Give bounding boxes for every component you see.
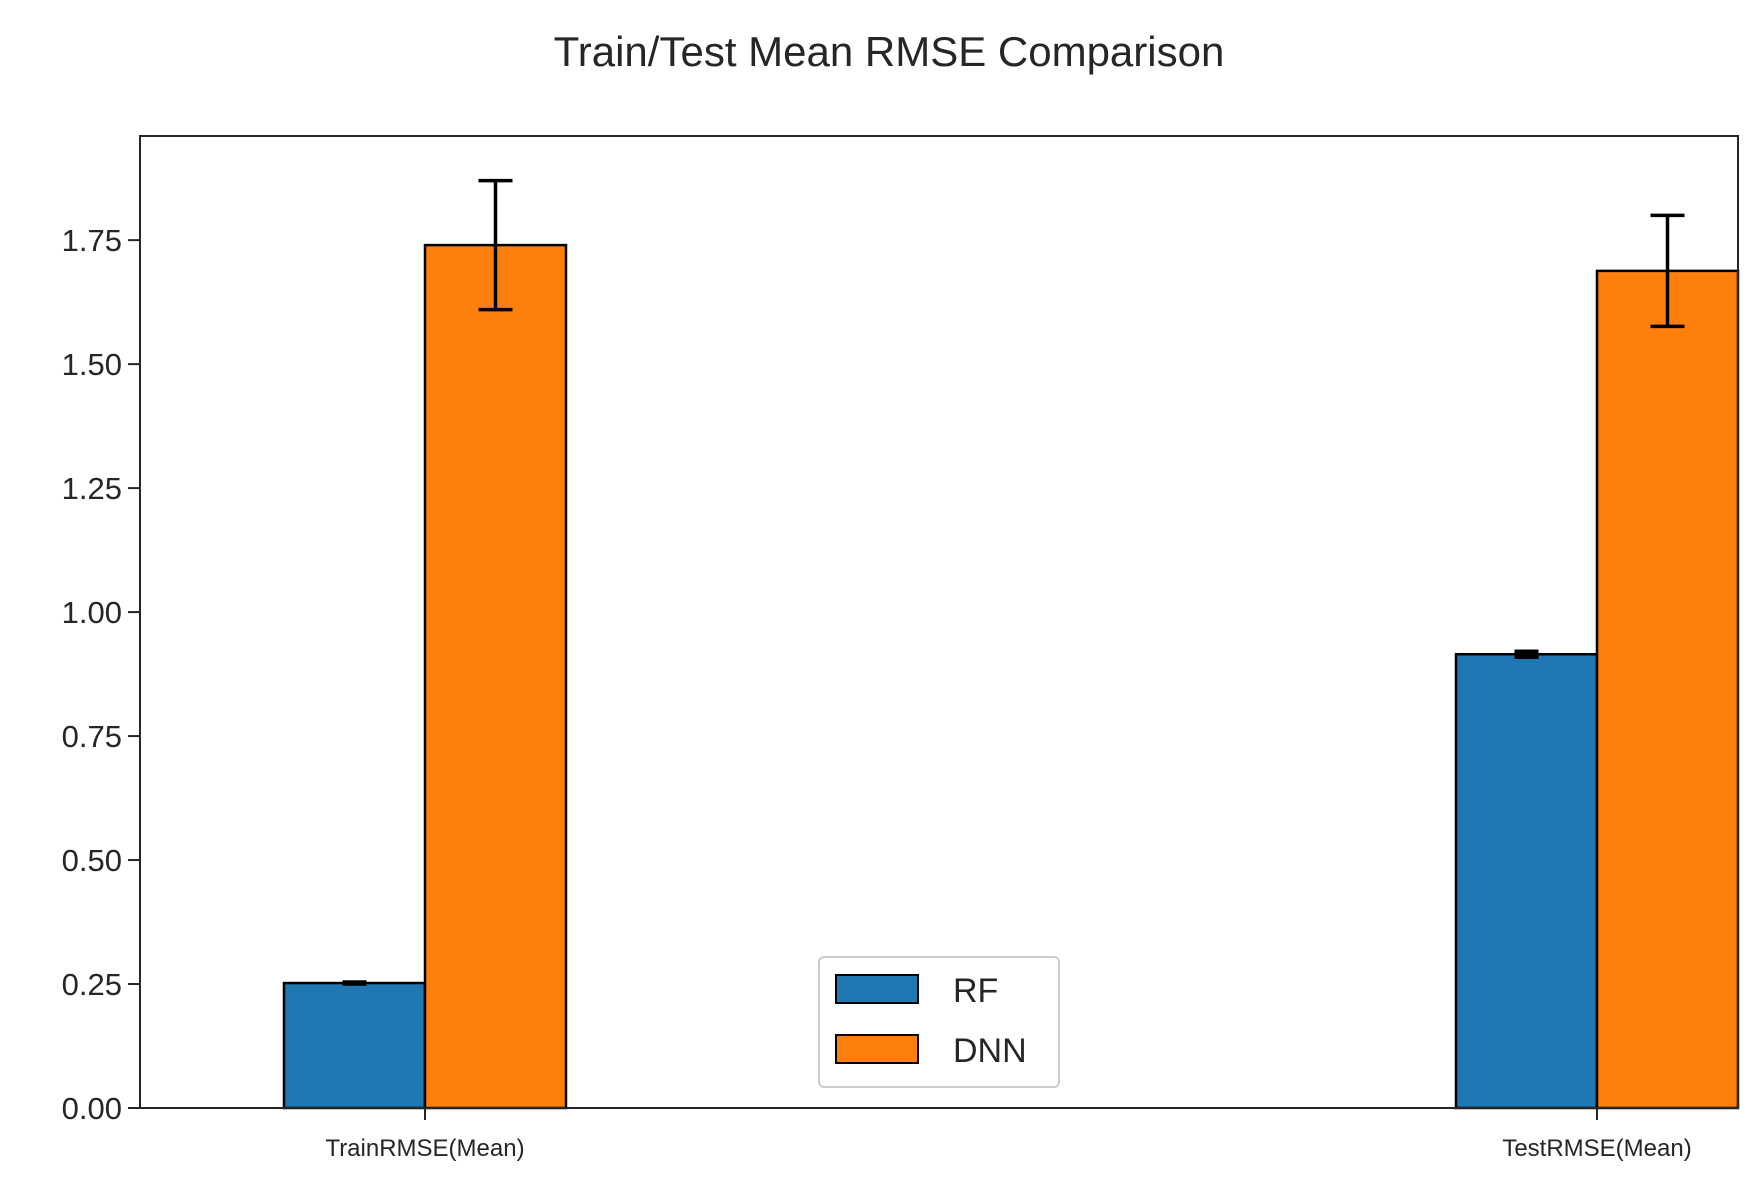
y-tick-label: 1.00 bbox=[62, 595, 122, 630]
plot-area-frame bbox=[139, 135, 1739, 1109]
y-tick-label: 1.50 bbox=[62, 347, 122, 382]
y-tick-label: 0.50 bbox=[62, 843, 122, 878]
legend: RF DNN bbox=[818, 956, 1060, 1088]
bar-dnn-1 bbox=[1595, 269, 1740, 1110]
y-tick-label: 0.25 bbox=[62, 967, 122, 1002]
y-tick-label: 1.25 bbox=[62, 471, 122, 506]
chart-title: Train/Test Mean RMSE Comparison bbox=[554, 28, 1225, 75]
bar-dnn-0 bbox=[423, 243, 568, 1110]
bar-rf-0 bbox=[282, 981, 427, 1110]
legend-swatch-rf bbox=[835, 974, 919, 1004]
y-axis: 0.00 0.25 0.50 0.75 1.00 1.25 1.50 1.75 bbox=[62, 223, 140, 1126]
x-tick-label: TestRMSE(Mean) bbox=[1502, 1135, 1691, 1162]
x-tick-label: TrainRMSE(Mean) bbox=[325, 1135, 524, 1162]
x-axis: TrainRMSE(Mean) TestRMSE(Mean) bbox=[325, 1108, 1692, 1162]
legend-swatch-dnn bbox=[835, 1034, 919, 1064]
legend-label-dnn: DNN bbox=[953, 1032, 1027, 1070]
bar-rf-1 bbox=[1454, 652, 1599, 1110]
y-tick-label: 0.75 bbox=[62, 719, 122, 754]
y-tick-label: 0.00 bbox=[62, 1091, 122, 1126]
error-bars-layer bbox=[342, 178, 1685, 986]
legend-label-rf: RF bbox=[953, 972, 998, 1010]
y-tick-label: 1.75 bbox=[62, 223, 122, 258]
